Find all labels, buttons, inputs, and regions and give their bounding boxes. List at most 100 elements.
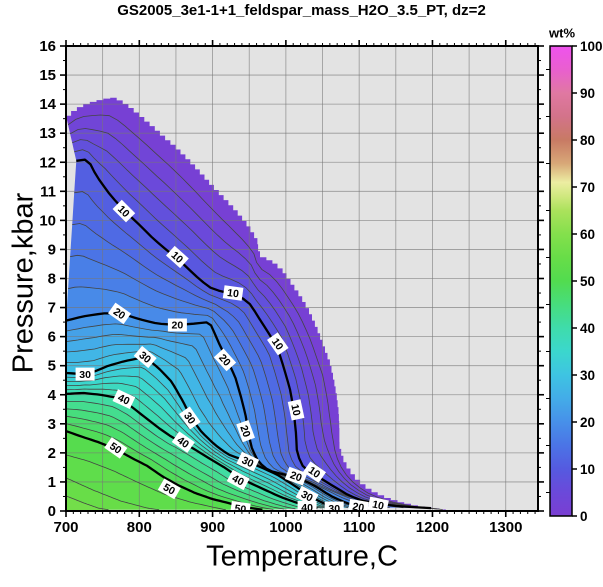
contour-label: 30 (324, 501, 344, 515)
y-tick-label: 0 (48, 503, 56, 520)
fill-band (66, 313, 363, 508)
axis-tick-labels: 700 800 900 1000 1100 1200 1300012345678910111… (39, 38, 522, 536)
contour-label: 20 (167, 318, 187, 332)
contour-label: 30 (236, 451, 260, 472)
contour-label: 10 (367, 496, 389, 513)
fill-band-core (66, 495, 109, 511)
svg-text:40: 40 (301, 502, 313, 514)
contour-line-56 (65, 495, 109, 511)
colorbar-tick-label: 70 (580, 180, 595, 195)
x-tick-label: 800 (127, 519, 152, 536)
contour-line-48 (65, 423, 274, 510)
fill-band (66, 393, 318, 509)
colorbar-tick-label: 40 (580, 321, 595, 336)
contour-label: 10 (112, 199, 136, 223)
colorbar-tick-label: 50 (580, 274, 595, 289)
y-tick-label: 1 (48, 474, 56, 491)
x-tick-label: 1300 (489, 519, 522, 536)
contour-line-8 (74, 149, 434, 509)
contour-labels: 1010101010101020202020202030303030303040… (75, 199, 389, 515)
svg-text:10: 10 (288, 403, 302, 417)
fill-band (68, 255, 390, 508)
contour-line-36 (66, 382, 326, 509)
contour-label: 10 (287, 399, 305, 421)
y-axis-title: Pressure,kbar (7, 192, 40, 374)
y-tick-label: 12 (39, 154, 56, 171)
svg-text:50: 50 (161, 481, 177, 497)
contour-line-42 (65, 400, 307, 509)
y-tick-label: 9 (48, 241, 56, 258)
contour-line-28 (66, 350, 344, 509)
colorbar-title: wt% (549, 25, 575, 41)
contour-label: 10 (302, 461, 327, 483)
colorbar-tick-label: 30 (580, 368, 595, 383)
svg-text:40: 40 (116, 392, 132, 408)
svg-text:20: 20 (172, 320, 184, 332)
fill-band (70, 223, 404, 508)
fill-band (66, 454, 226, 510)
x-tick-label: 1000 (269, 519, 302, 536)
contour-label: 40 (171, 431, 195, 453)
y-tick-label: 16 (39, 38, 56, 55)
contour-label: 50 (104, 437, 128, 459)
contour-label: 20 (236, 419, 255, 443)
colorbar-gradient (550, 46, 572, 516)
fill-band (66, 416, 285, 510)
fill-band (66, 350, 344, 509)
colorbar-tick-label: 90 (580, 86, 595, 101)
fill-band (66, 367, 335, 509)
colorbar-tick-label: 0 (580, 509, 588, 524)
axis-ticks (60, 40, 544, 517)
svg-text:30: 30 (240, 454, 256, 470)
svg-text:20: 20 (288, 469, 303, 484)
contour-label: 30 (133, 345, 157, 369)
contour-label: 10 (165, 245, 189, 269)
fill-band (72, 191, 418, 508)
colorbar-tick-label: 80 (580, 133, 595, 148)
contour-label: 50 (230, 500, 251, 512)
y-tick-label: 11 (40, 183, 56, 200)
svg-text:40: 40 (230, 472, 246, 488)
svg-text:20: 20 (351, 501, 365, 515)
contour-line-44 (65, 408, 296, 510)
contour-line-12 (74, 191, 418, 509)
svg-text:30: 30 (299, 488, 315, 504)
x-tick-label: 1100 (343, 519, 376, 536)
y-tick-label: 5 (48, 358, 56, 375)
chart-title: GS2005_3e1-1+1_feldspar_mass_H2O_3.5_PT,… (117, 2, 486, 19)
contour-label: 30 (75, 367, 95, 381)
thin-contour-lines (65, 114, 443, 511)
contour-line-46 (65, 415, 285, 510)
contour-line-14 (72, 223, 404, 509)
x-tick-label: 700 (53, 519, 78, 536)
y-tick-label: 13 (39, 125, 56, 142)
contour-line-34 (65, 375, 331, 509)
contour-label: 10 (267, 332, 289, 356)
major-contour-line-50 (65, 430, 263, 511)
contour-label: 40 (112, 389, 136, 410)
contour-label: 20 (284, 466, 308, 486)
svg-text:10: 10 (226, 287, 239, 301)
major-contour-line-10 (76, 158, 432, 510)
y-tick-label: 8 (48, 271, 56, 288)
colorbar-tick-label: 100 (580, 39, 603, 54)
contour-label: 40 (226, 469, 250, 491)
svg-text:20: 20 (237, 424, 252, 439)
contour-label: 20 (107, 302, 132, 325)
colorbar: 0 10 20 30 40 50 60 70 80 90 100 (546, 39, 603, 524)
contour-line-6 (72, 139, 437, 510)
major-contour-line-40 (65, 391, 318, 510)
fill-band (66, 477, 160, 510)
colorbar-tick-label: 60 (580, 227, 595, 242)
contour-label: 10 (222, 285, 244, 301)
contour-line-52 (65, 454, 226, 511)
x-tick-label: 900 (200, 519, 225, 536)
fill-band (66, 408, 296, 510)
fill-band (66, 286, 376, 508)
contour-label: 20 (213, 348, 237, 372)
svg-text:10: 10 (371, 499, 385, 513)
svg-text:30: 30 (328, 503, 340, 515)
y-tick-label: 2 (48, 445, 56, 462)
